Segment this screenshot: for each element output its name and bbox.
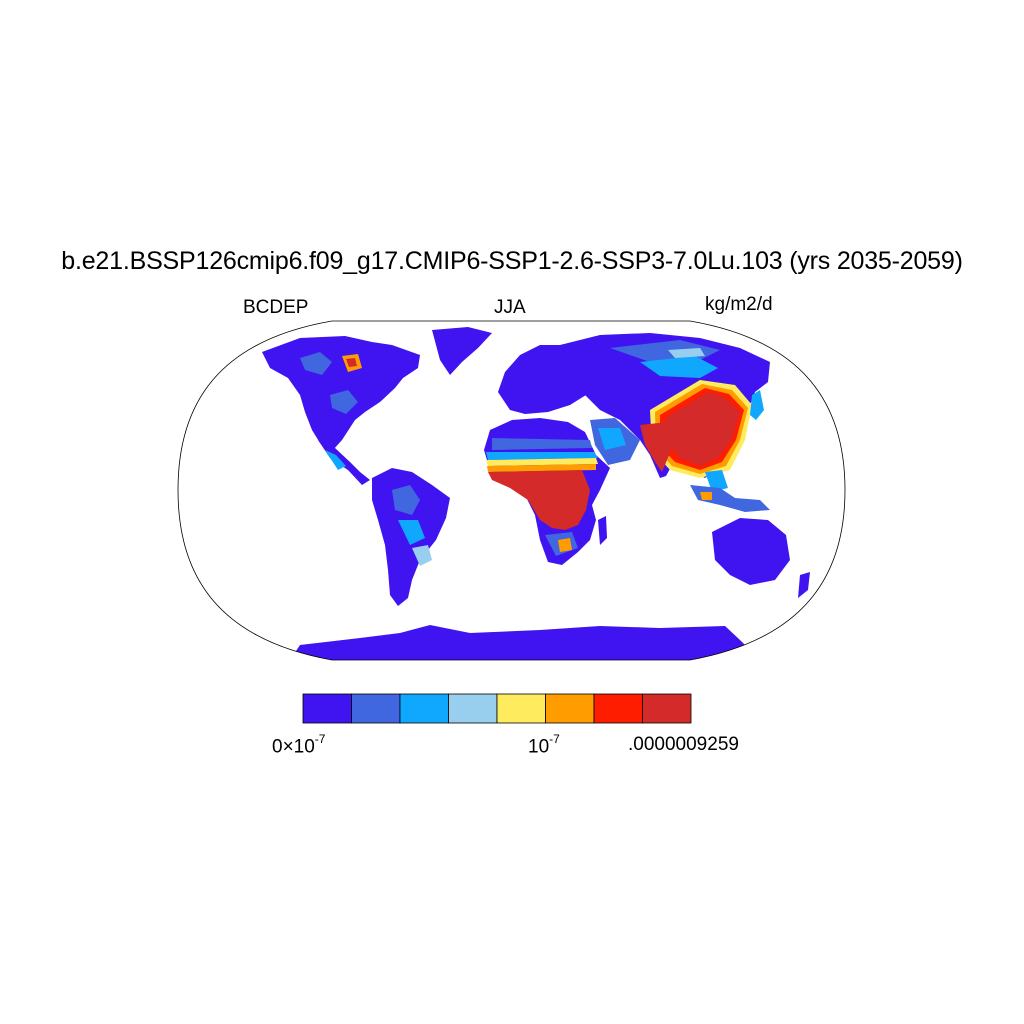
central-america-mid — [325, 450, 346, 470]
greenland-land — [432, 327, 492, 375]
plot-title: b.e21.BSSP126cmip6.f09_g17.CMIP6-SSP1-2.… — [61, 247, 963, 275]
africa-sahel-orange — [487, 464, 596, 472]
south-america-mid — [398, 520, 425, 545]
arabia-light — [598, 428, 626, 450]
colorbar-box-2 — [351, 693, 401, 724]
variable-label: BCDEP — [243, 297, 309, 318]
colorbar-label-min: 0×10-7 — [272, 732, 326, 758]
colorbar-box-7 — [593, 693, 643, 724]
siberia-pale — [668, 348, 705, 358]
map-outline — [177, 320, 846, 661]
south-america-mid — [392, 485, 420, 515]
india-core — [640, 422, 672, 472]
north-america-mid — [300, 352, 332, 375]
colorbar-label-mid: 10-7 — [528, 732, 560, 758]
africa-central-red — [488, 470, 590, 530]
canada-fire-core — [346, 358, 357, 367]
siberia-light — [640, 356, 718, 378]
africa-north-mid — [492, 438, 592, 450]
south-america-light — [412, 545, 432, 566]
central-america-land — [318, 440, 370, 485]
colorbar-box-5 — [496, 693, 546, 724]
units-label: kg/m2/d — [705, 294, 773, 315]
southeast-asia-light — [705, 470, 728, 492]
colorbar-label-max: .0000009259 — [628, 734, 739, 755]
madagascar-land — [598, 516, 607, 545]
japan-land — [750, 390, 764, 420]
colorbar-box-1 — [302, 693, 352, 724]
north-america-mid — [330, 390, 358, 414]
indonesia-land — [690, 485, 770, 512]
australia-land — [712, 518, 790, 585]
antarctica-land — [290, 625, 760, 660]
africa-sahel-light — [486, 452, 598, 460]
china-india-core — [665, 392, 740, 466]
colorbar-box-6 — [545, 693, 595, 724]
indonesia-orange — [700, 492, 712, 500]
africa-sahel-yellow — [486, 458, 598, 466]
europe-land — [498, 345, 590, 414]
colorbar-box-4 — [448, 693, 498, 724]
colorbar-box-8 — [642, 693, 692, 724]
land-fields — [262, 327, 810, 660]
season-label: JJA — [494, 297, 526, 318]
africa-south-orange — [558, 538, 572, 552]
colorbar — [302, 693, 692, 724]
new-zealand-land — [798, 572, 810, 598]
colorbar-box-3 — [399, 693, 449, 724]
